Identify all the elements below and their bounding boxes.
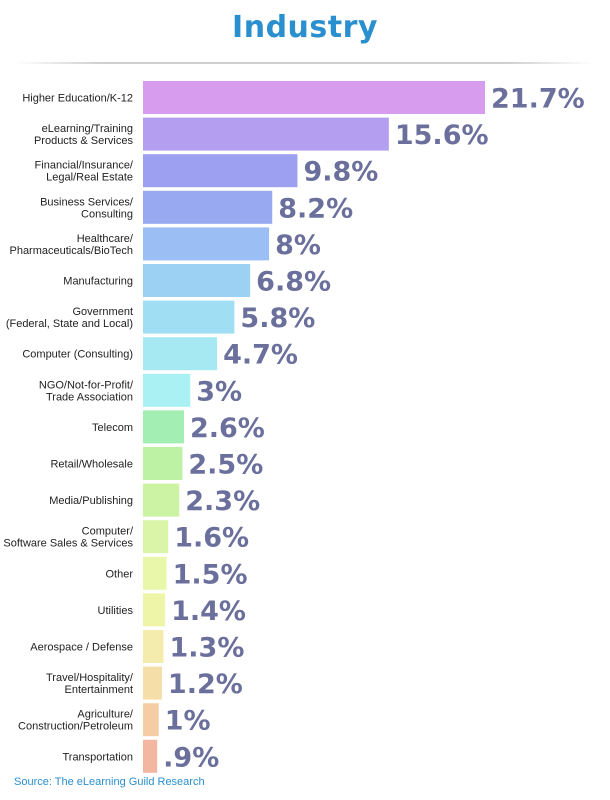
category-label-14: Utilities — [98, 605, 134, 617]
value-label-6: 5.8% — [240, 303, 315, 334]
bar-6 — [143, 300, 235, 334]
value-label-14: 1.4% — [171, 596, 246, 627]
value-label-13: 1.5% — [173, 559, 248, 590]
category-label-16: Travel/Hospitality/Entertainment — [46, 672, 134, 696]
value-label-10: 2.5% — [188, 450, 263, 481]
value-label-8: 3% — [196, 376, 242, 407]
category-label-10: Retail/Wholesale — [50, 459, 133, 471]
chart-title: Industry — [232, 10, 378, 45]
value-label-0: 21.7% — [491, 84, 585, 115]
bar-4 — [143, 227, 270, 261]
value-label-18: .9% — [163, 742, 219, 773]
value-label-9: 2.6% — [190, 413, 265, 444]
value-label-5: 6.8% — [256, 267, 331, 298]
value-label-16: 1.2% — [168, 669, 243, 700]
value-label-1: 15.6% — [395, 120, 489, 151]
category-label-6: Government (Federal, State and Local) — [6, 306, 133, 330]
category-label-8: NGO/Not-for-Profit/Trade Association — [39, 379, 134, 403]
bar-9 — [143, 410, 184, 444]
category-label-11: Media/Publishing — [49, 495, 133, 507]
bar-15 — [143, 630, 164, 663]
value-label-2: 9.8% — [303, 157, 378, 188]
bar-5 — [143, 264, 251, 297]
bar-2 — [143, 154, 298, 188]
bar-12 — [143, 520, 169, 554]
bar-8 — [143, 373, 191, 407]
category-label-3: Business Services/Consulting — [40, 196, 134, 220]
category-label-7: Computer (Consulting) — [22, 349, 133, 361]
bar-16 — [143, 666, 162, 700]
bar-18 — [143, 739, 158, 773]
category-label-0: Higher Education/K-12 — [22, 93, 133, 105]
bar-13 — [143, 556, 167, 590]
category-label-1: eLearning/Training Products & Services — [34, 123, 134, 147]
source-note: Source: The eLearning Guild Research — [14, 776, 205, 788]
value-label-7: 4.7% — [223, 340, 298, 371]
bar-17 — [143, 703, 159, 737]
category-label-13: Other — [105, 568, 133, 580]
bar-14 — [143, 593, 166, 627]
category-label-17: Agriculture/Construction/Petroleum — [18, 709, 134, 733]
bar-0 — [143, 81, 485, 114]
bar-11 — [143, 483, 180, 517]
category-label-12: Computer/Software Sales & Services — [3, 526, 134, 550]
bar-10 — [143, 447, 183, 480]
category-label-5: Manufacturing — [63, 276, 133, 288]
value-label-11: 2.3% — [185, 486, 260, 517]
bar-3 — [143, 190, 273, 224]
value-label-17: 1% — [165, 706, 211, 737]
category-label-18: Transportation — [62, 751, 133, 763]
title-divider — [14, 62, 594, 64]
category-label-9: Telecom — [92, 422, 133, 434]
value-label-15: 1.3% — [169, 633, 244, 664]
category-label-4: Healthcare/Pharmaceuticals/BioTech — [9, 233, 133, 257]
category-label-2: Financial/Insurance/Legal/Real Estate — [35, 160, 134, 184]
bar-7 — [143, 337, 218, 371]
category-label-15: Aerospace / Defense — [30, 642, 133, 654]
value-label-3: 8.2% — [278, 193, 353, 224]
bar-1 — [143, 117, 389, 151]
value-label-4: 8% — [275, 230, 321, 261]
value-label-12: 1.6% — [174, 523, 249, 554]
